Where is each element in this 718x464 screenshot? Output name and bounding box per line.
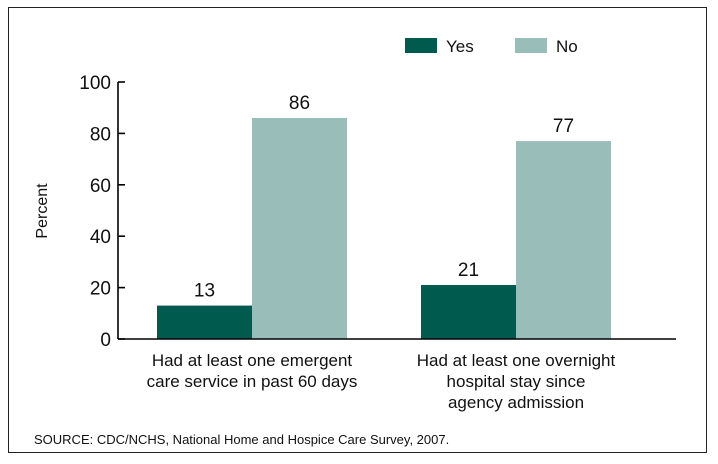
category-label: Had at least one overnight bbox=[417, 351, 616, 370]
y-tick-label: 100 bbox=[79, 73, 111, 94]
legend-label-no: No bbox=[556, 37, 578, 56]
category-label: hospital stay since bbox=[447, 372, 586, 391]
y-tick-label: 40 bbox=[90, 227, 111, 248]
bar-yes bbox=[421, 285, 516, 339]
bar-no bbox=[516, 141, 611, 339]
y-axis-title: Percent bbox=[34, 183, 51, 239]
y-tick-label: 60 bbox=[90, 176, 111, 197]
category-label: care service in past 60 days bbox=[147, 372, 358, 391]
legend-swatch-yes bbox=[405, 38, 437, 53]
x-axis: Had at least one emergent care service in… bbox=[118, 338, 676, 412]
data-label: 21 bbox=[458, 260, 479, 281]
bar-no bbox=[252, 117, 347, 339]
y-axis: 0 20 40 60 80 100 Percent bbox=[34, 73, 125, 351]
legend: Yes No bbox=[405, 37, 578, 56]
y-tick-label: 0 bbox=[100, 330, 111, 351]
bars: 13 86 21 77 bbox=[157, 93, 611, 339]
data-label: 13 bbox=[194, 281, 215, 302]
y-tick-label: 20 bbox=[90, 279, 111, 300]
category-label: Had at least one emergent bbox=[152, 351, 353, 370]
category-label: agency admission bbox=[448, 393, 584, 412]
source-note: SOURCE: CDC/NCHS, National Home and Hosp… bbox=[34, 432, 450, 447]
data-label: 77 bbox=[553, 116, 574, 137]
bar-yes bbox=[157, 305, 252, 339]
legend-label-yes: Yes bbox=[446, 37, 474, 56]
legend-swatch-no bbox=[515, 38, 547, 53]
y-tick-label: 80 bbox=[90, 124, 111, 145]
data-label: 86 bbox=[289, 93, 310, 114]
